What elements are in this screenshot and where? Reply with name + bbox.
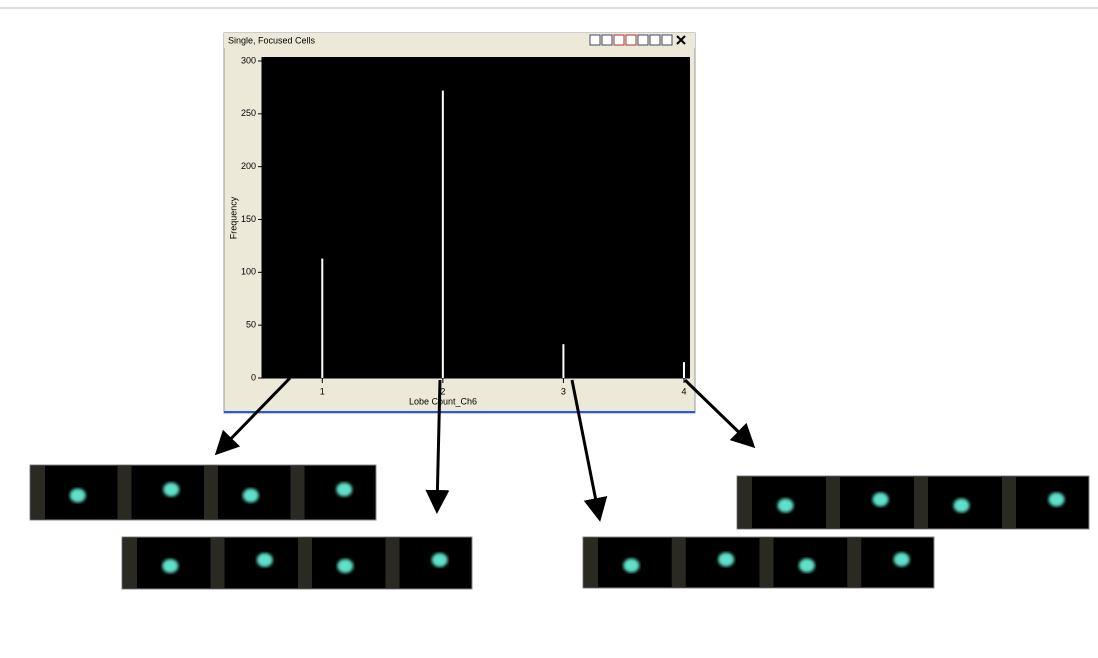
cell-image [163, 482, 180, 497]
image-strip [29, 464, 377, 521]
cell-image [872, 492, 889, 507]
window: Single, Focused Cells Lobe Count_Ch6 Fre… [223, 32, 696, 414]
plot-area [262, 57, 690, 378]
y-axis-label: Frequency [228, 196, 238, 239]
y-tick-label: 250 [241, 108, 256, 118]
close-button[interactable] [676, 35, 686, 45]
image-label-column [847, 538, 862, 587]
cell-image [777, 498, 794, 513]
cell-image [798, 558, 815, 573]
image-label-column [738, 477, 752, 528]
arrow [570, 379, 608, 522]
tool-zoom-in[interactable] [589, 34, 601, 46]
bar [441, 90, 444, 378]
y-tick-label: 100 [241, 267, 256, 277]
image-label-column [210, 538, 225, 588]
cell-image [1048, 492, 1065, 507]
cell-image [623, 558, 640, 573]
cell-image [242, 488, 259, 503]
tool-copy[interactable] [649, 34, 661, 46]
window-title: Single, Focused Cells [228, 35, 316, 45]
image-label-column [290, 466, 305, 519]
x-tick-label: 3 [561, 386, 566, 396]
image-label-column [584, 538, 598, 587]
image-label-column [671, 538, 686, 587]
title-bar [224, 33, 695, 48]
bar [682, 362, 685, 378]
image-strip [736, 475, 1090, 530]
arrows [214, 376, 756, 522]
y-tick-label: 150 [241, 214, 256, 224]
tool-region[interactable] [613, 34, 625, 46]
y-tick-label: 300 [241, 55, 256, 65]
y-tick-label: 50 [246, 320, 256, 330]
cell-image [69, 488, 86, 503]
tool-restore[interactable] [661, 34, 673, 46]
image-label-column [826, 477, 840, 528]
tool-stats[interactable] [637, 34, 649, 46]
image-label-column [123, 538, 137, 588]
cell-image [953, 498, 970, 513]
tool-point[interactable] [625, 34, 637, 46]
cell-image [893, 552, 910, 567]
cell-image [336, 482, 353, 497]
x-tick-label: 4 [681, 386, 686, 396]
image-label-column [31, 466, 45, 519]
arrow [683, 378, 756, 449]
image-label-column [385, 538, 400, 588]
cell-image [718, 552, 735, 567]
cell-image [162, 559, 179, 573]
arrow [425, 379, 450, 514]
toolbar [589, 34, 686, 46]
cell-image [431, 553, 448, 567]
x-axis-label: Lobe Count_Ch6 [409, 396, 477, 406]
image-label-column [117, 466, 132, 519]
image-label-column [914, 477, 928, 528]
bar [321, 258, 324, 378]
image-label-column [298, 538, 312, 588]
x-tick-label: 1 [320, 386, 325, 396]
cell-image [256, 553, 273, 567]
image-strip [582, 536, 935, 589]
bar [562, 344, 565, 378]
image-strip [121, 536, 473, 590]
cell-image-strips [29, 464, 1090, 590]
y-tick-label: 0 [251, 372, 256, 382]
image-label-column [759, 538, 774, 587]
image-label-column [204, 466, 218, 519]
y-tick-label: 200 [241, 161, 256, 171]
image-label-column [1002, 477, 1016, 528]
x-tick-label: 2 [440, 386, 445, 396]
tool-zoom-out[interactable] [601, 34, 613, 46]
cell-image [337, 559, 354, 573]
arrow [214, 376, 292, 456]
